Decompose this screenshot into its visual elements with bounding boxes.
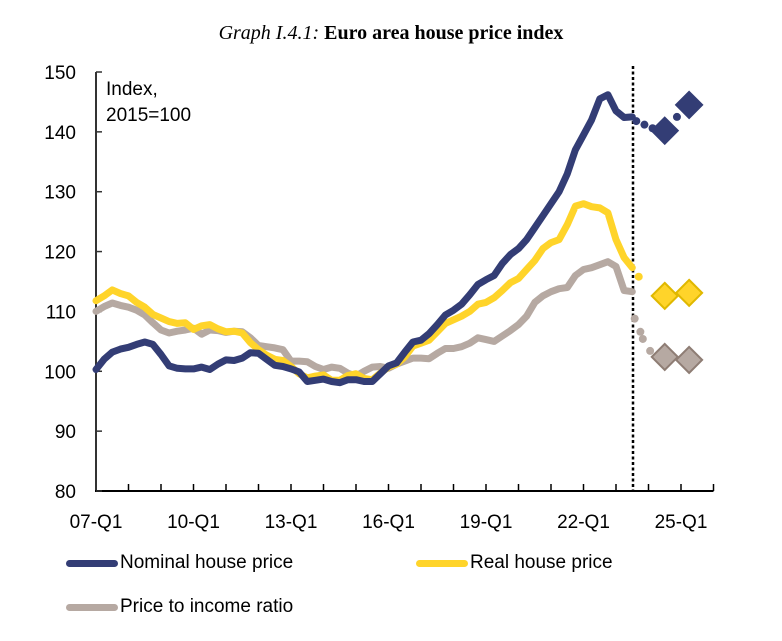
- y-tick-label: 110: [46, 302, 76, 323]
- legend-swatch-nominal: [66, 559, 118, 567]
- forecast-diamond-real: [650, 281, 680, 311]
- legend-label-nominal: Nominal house price: [120, 552, 294, 573]
- legend-item-nominal: Nominal house price: [66, 552, 293, 574]
- axes: 80 90 100 110 120 130 140 150 07-Q1 10-Q1 13-Q1 16-…: [44, 63, 715, 533]
- x-tick-label: 16-Q1: [362, 512, 415, 533]
- x-tick-label: 25-Q1: [655, 512, 708, 533]
- forecast-diamond-real: [674, 278, 704, 308]
- legend-item-real: Real house price: [416, 552, 613, 574]
- y-tick-label: 130: [44, 183, 76, 204]
- x-tick-label: 07-Q1: [70, 512, 123, 533]
- y-tick-label: 140: [44, 123, 76, 144]
- series-line-nominal: [92, 91, 636, 387]
- forecast-diamond-pti: [674, 345, 704, 375]
- legend-item-pti: Price to income ratio: [66, 596, 293, 618]
- forecast-diamond-nominal: [674, 90, 704, 120]
- y-tick-label: 100: [44, 362, 76, 383]
- forecast-markers: [630, 90, 704, 375]
- x-tick-label: 19-Q1: [460, 512, 513, 533]
- y-tick-label: 150: [44, 63, 76, 84]
- x-tick-label: 22-Q1: [557, 512, 610, 533]
- chart-title: Graph I.4.1: Euro area house price index: [0, 22, 782, 45]
- x-tick-label: 13-Q1: [265, 512, 318, 533]
- legend-swatch-real: [416, 559, 468, 567]
- y-tick-label: 90: [55, 422, 76, 443]
- unit-label-line1: Index,: [106, 79, 158, 100]
- series-line-pti: [92, 258, 636, 380]
- legend-swatch-pti: [66, 603, 118, 611]
- forecast-diamond-pti: [650, 342, 680, 372]
- series-lines: [92, 91, 636, 387]
- x-tick-label: 10-Q1: [167, 512, 220, 533]
- legend-label-pti: Price to income ratio: [120, 596, 294, 617]
- forecast-dot-real: [634, 272, 643, 281]
- forecast-dot-nominal: [640, 120, 649, 129]
- forecast-dot-pti: [630, 314, 639, 323]
- chart-title-prefix: Graph I.4.1:: [218, 22, 320, 44]
- forecast-dot-nominal: [632, 117, 641, 126]
- unit-label-line2: 2015=100: [106, 105, 191, 126]
- chart-title-main: Euro area house price index: [324, 22, 564, 44]
- forecast-dot-pti: [646, 346, 655, 355]
- forecast-dot-pti: [636, 327, 645, 336]
- y-tick-label: 120: [44, 243, 76, 264]
- forecast-dot-nominal: [672, 112, 681, 121]
- legend-label-real: Real house price: [470, 552, 613, 573]
- y-tick-label: 80: [55, 482, 76, 503]
- forecast-diamond-nominal: [650, 116, 680, 146]
- forecast-dot-pti: [638, 334, 647, 343]
